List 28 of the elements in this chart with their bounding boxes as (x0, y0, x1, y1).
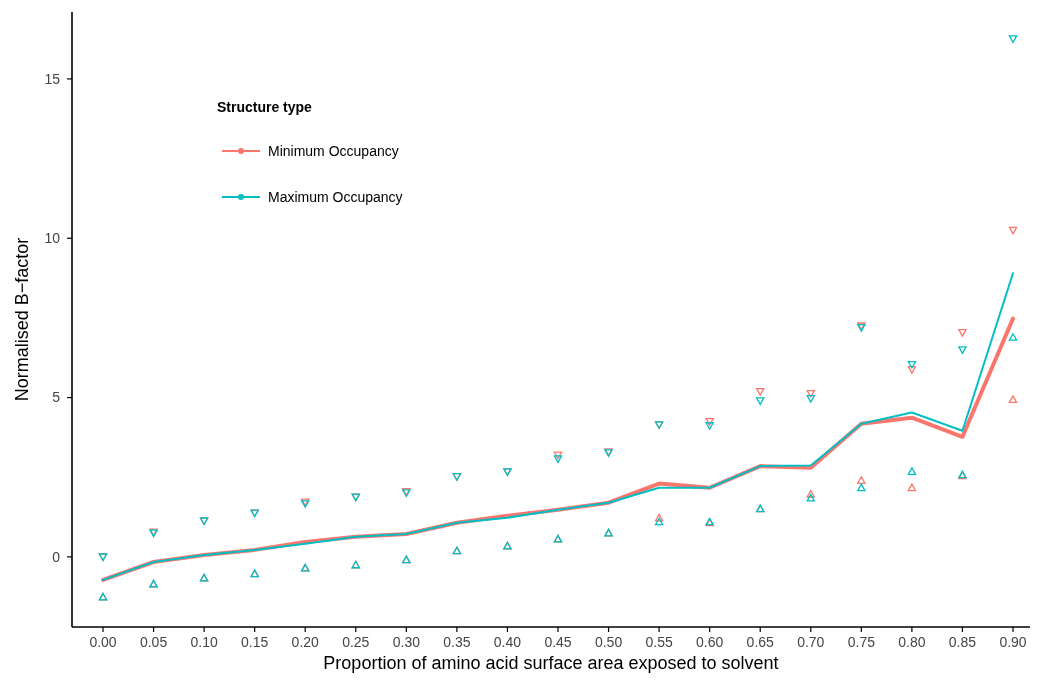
y-tick-label: 0 (52, 548, 61, 565)
x-tick-label: 0.75 (847, 634, 876, 650)
x-tick-label: 0.00 (89, 634, 117, 650)
x-tick-label: 0.70 (797, 634, 825, 650)
x-tick-label: 0.30 (392, 634, 421, 650)
x-tick-label: 0.85 (948, 634, 977, 650)
x-tick-label: 0.50 (594, 634, 623, 650)
x-tick-label: 0.15 (241, 634, 269, 650)
x-tick-label: 0.90 (999, 634, 1027, 650)
x-tick-label: 0.45 (544, 634, 572, 650)
y-axis-title: Normalised B−factor (12, 237, 32, 402)
y-tick-label: 10 (44, 230, 61, 247)
x-tick-label: 0.65 (746, 634, 775, 650)
y-tick-label: 15 (44, 70, 61, 87)
x-axis-title: Proportion of amino acid surface area exposed to solvent (323, 653, 779, 673)
x-tick-label: 0.25 (342, 634, 370, 650)
legend-label: Minimum Occupancy (268, 142, 399, 159)
x-tick-label: 0.60 (696, 634, 724, 650)
x-tick-label: 0.35 (443, 634, 471, 650)
x-tick-label: 0.10 (190, 634, 218, 650)
x-tick-label: 0.80 (898, 634, 926, 650)
legend-title: Structure type (217, 99, 313, 115)
legend-label: Maximum Occupancy (268, 188, 403, 205)
x-tick-label: 0.05 (139, 634, 168, 650)
x-tick-label: 0.55 (645, 634, 673, 650)
y-tick-label: 5 (52, 389, 61, 406)
x-tick-label: 0.40 (493, 634, 522, 650)
x-tick-label: 0.20 (291, 634, 320, 650)
